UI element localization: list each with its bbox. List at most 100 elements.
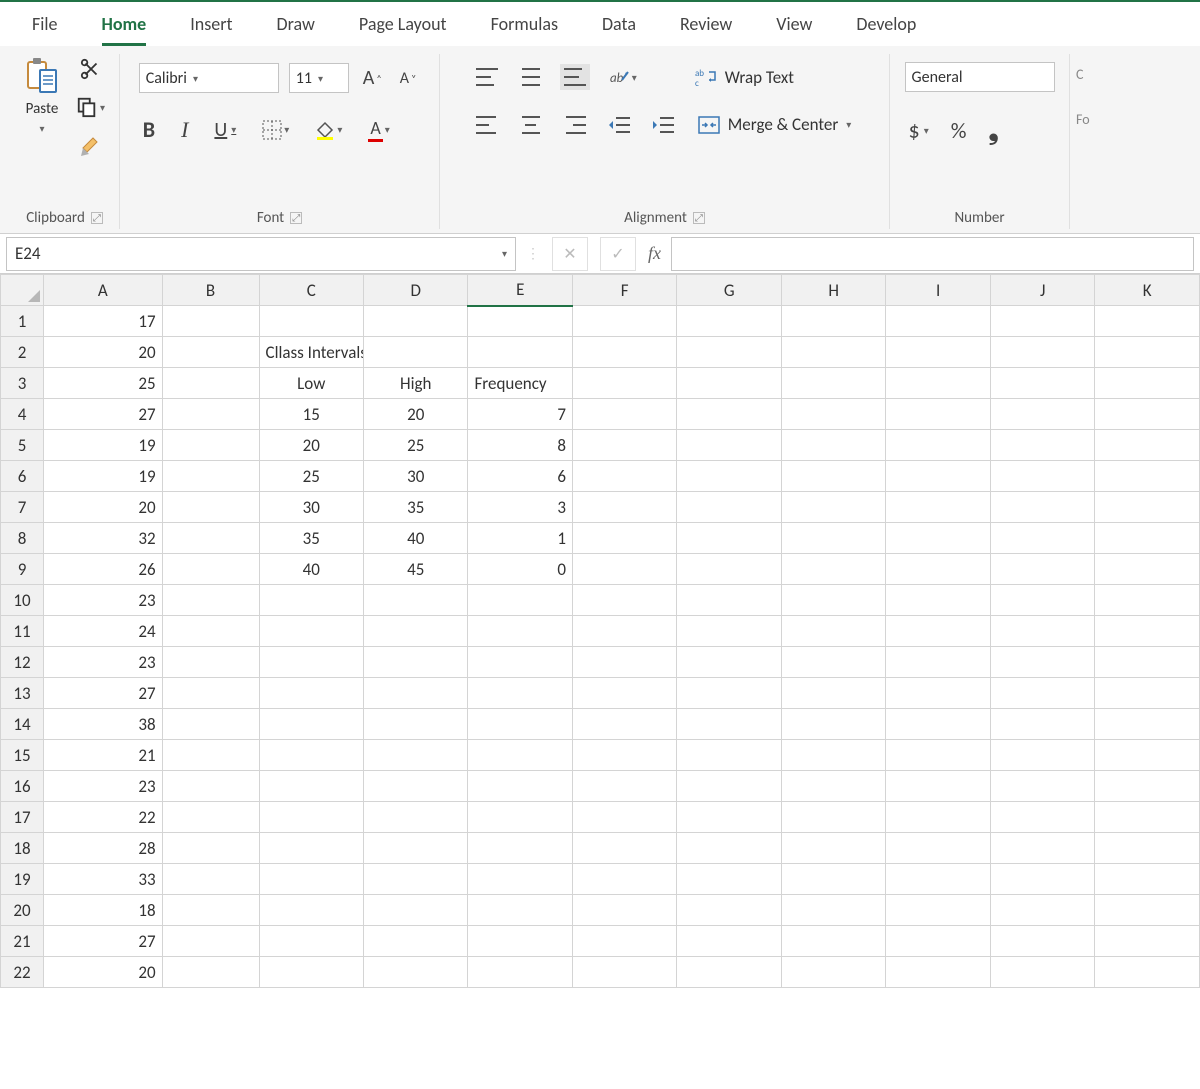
cell-D9[interactable]: 45 [364,554,468,585]
tab-insert[interactable]: Insert [168,2,254,46]
cell-J9[interactable] [990,554,1094,585]
row-header-16[interactable]: 16 [1,771,44,802]
wrap-text-button[interactable]: abc Wrap Text [689,62,800,92]
percent-format-button[interactable]: % [947,113,971,148]
cell-F19[interactable] [572,864,676,895]
cell-E19[interactable] [468,864,572,895]
cell-A3[interactable]: 25 [44,368,162,399]
cell-K1[interactable] [1095,306,1200,337]
font-color-button[interactable]: A ▾ [364,113,393,146]
tab-draw[interactable]: Draw [255,2,337,46]
number-format-select[interactable]: General [905,62,1055,92]
cell-I20[interactable] [886,895,990,926]
cell-C20[interactable] [259,895,363,926]
font-name-select[interactable]: Calibri ▾ [139,63,279,93]
align-middle-button[interactable] [516,64,546,90]
cell-D19[interactable] [364,864,468,895]
copy-button[interactable]: ▾ [72,92,109,122]
cell-G3[interactable] [677,368,781,399]
cell-F8[interactable] [572,523,676,554]
cell-K2[interactable] [1095,337,1200,368]
cell-K4[interactable] [1095,399,1200,430]
cell-I5[interactable] [886,430,990,461]
cell-I9[interactable] [886,554,990,585]
cell-F22[interactable] [572,957,676,988]
cell-C2[interactable]: Cllass Intervals [259,337,363,368]
align-center-button[interactable] [516,112,546,138]
cell-E10[interactable] [468,585,572,616]
cell-J15[interactable] [990,740,1094,771]
cell-H12[interactable] [781,647,885,678]
cell-G10[interactable] [677,585,781,616]
cell-G17[interactable] [677,802,781,833]
alignment-dialog-launcher[interactable]: ⤢ [693,212,705,224]
cell-K12[interactable] [1095,647,1200,678]
cell-C1[interactable] [259,306,363,337]
cell-C15[interactable] [259,740,363,771]
cell-J22[interactable] [990,957,1094,988]
cell-G11[interactable] [677,616,781,647]
cell-E1[interactable] [468,306,572,337]
cell-H1[interactable] [781,306,885,337]
cell-E9[interactable]: 0 [468,554,572,585]
cell-J12[interactable] [990,647,1094,678]
tab-review[interactable]: Review [658,2,754,46]
cell-G21[interactable] [677,926,781,957]
cell-E5[interactable]: 8 [468,430,572,461]
cell-J2[interactable] [990,337,1094,368]
cell-F14[interactable] [572,709,676,740]
cell-H19[interactable] [781,864,885,895]
cell-J6[interactable] [990,461,1094,492]
cell-F17[interactable] [572,802,676,833]
formula-input[interactable] [671,237,1194,271]
cell-J3[interactable] [990,368,1094,399]
cell-F5[interactable] [572,430,676,461]
column-header-G[interactable]: G [677,275,781,306]
cell-E15[interactable] [468,740,572,771]
cell-H18[interactable] [781,833,885,864]
cell-E18[interactable] [468,833,572,864]
format-painter-button[interactable] [75,130,107,162]
cell-D8[interactable]: 40 [364,523,468,554]
column-header-H[interactable]: H [781,275,885,306]
row-header-13[interactable]: 13 [1,678,44,709]
cell-A10[interactable]: 23 [44,585,162,616]
cell-H7[interactable] [781,492,885,523]
cell-F13[interactable] [572,678,676,709]
cell-E12[interactable] [468,647,572,678]
column-header-K[interactable]: K [1095,275,1200,306]
cell-E8[interactable]: 1 [468,523,572,554]
cell-A5[interactable]: 19 [44,430,162,461]
cell-G19[interactable] [677,864,781,895]
row-header-18[interactable]: 18 [1,833,44,864]
cell-C9[interactable]: 40 [259,554,363,585]
font-dialog-launcher[interactable]: ⤢ [290,212,302,224]
cell-K13[interactable] [1095,678,1200,709]
cell-D17[interactable] [364,802,468,833]
align-bottom-button[interactable] [560,64,590,90]
cell-B17[interactable] [162,802,259,833]
cell-D15[interactable] [364,740,468,771]
cell-I13[interactable] [886,678,990,709]
cell-I12[interactable] [886,647,990,678]
row-header-2[interactable]: 2 [1,337,44,368]
cell-D14[interactable] [364,709,468,740]
cell-H15[interactable] [781,740,885,771]
cell-I4[interactable] [886,399,990,430]
cell-F11[interactable] [572,616,676,647]
clipboard-dialog-launcher[interactable]: ⤢ [91,212,103,224]
cell-E7[interactable]: 3 [468,492,572,523]
cell-J10[interactable] [990,585,1094,616]
cell-E2[interactable] [468,337,572,368]
column-header-E[interactable]: E [468,275,572,306]
row-header-20[interactable]: 20 [1,895,44,926]
cell-C7[interactable]: 30 [259,492,363,523]
cell-I8[interactable] [886,523,990,554]
cell-F10[interactable] [572,585,676,616]
cell-I19[interactable] [886,864,990,895]
cell-B22[interactable] [162,957,259,988]
cancel-formula-button[interactable]: ✕ [552,237,588,271]
cell-D20[interactable] [364,895,468,926]
row-header-5[interactable]: 5 [1,430,44,461]
cell-H17[interactable] [781,802,885,833]
